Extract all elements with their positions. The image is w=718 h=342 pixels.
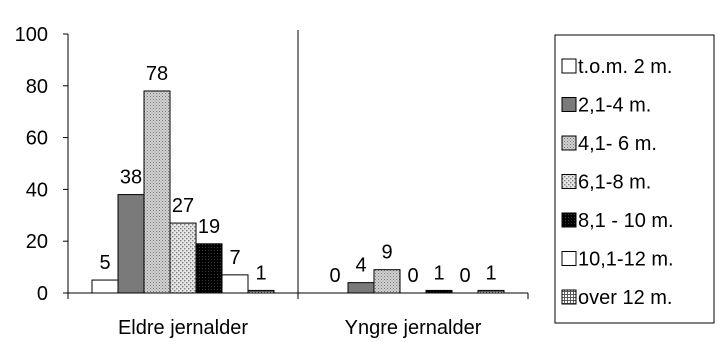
y-tick-label: 20 bbox=[26, 231, 48, 253]
legend: t.o.m. 2 m. 2,1-4 m. 4,1- 6 m. 6,1-8 m. 8,1 … bbox=[554, 34, 715, 324]
legend-swatch bbox=[561, 289, 577, 305]
data-label: 4 bbox=[355, 255, 366, 277]
bar bbox=[247, 289, 275, 294]
legend-swatch bbox=[561, 58, 577, 74]
data-label: 0 bbox=[329, 265, 340, 287]
legend-entry-label: over 12 m. bbox=[578, 287, 672, 309]
y-tick-label: 60 bbox=[26, 128, 48, 150]
bar bbox=[477, 289, 505, 294]
bar bbox=[143, 90, 171, 294]
legend-entry-label: t.o.m. 2 m. bbox=[578, 56, 672, 78]
bar bbox=[373, 269, 401, 294]
bar bbox=[195, 243, 223, 294]
legend-swatch bbox=[561, 97, 577, 112]
legend-box bbox=[554, 34, 715, 324]
data-label: 27 bbox=[172, 195, 194, 217]
x-category-label: Yngre jernalder bbox=[345, 317, 482, 339]
x-category-label: Eldre jernalder bbox=[118, 317, 248, 339]
bar bbox=[117, 194, 145, 294]
data-label: 38 bbox=[120, 167, 142, 189]
legend-swatch bbox=[561, 212, 577, 228]
bar bbox=[221, 274, 249, 294]
legend-swatch bbox=[561, 135, 577, 151]
data-label: 1 bbox=[433, 262, 444, 284]
data-label: 1 bbox=[485, 262, 496, 284]
legend-entry-label: 6,1-8 m. bbox=[578, 172, 651, 194]
data-label: 78 bbox=[146, 63, 168, 85]
data-label: 19 bbox=[198, 216, 220, 238]
legend-entry-label: 10,1-12 m. bbox=[578, 249, 674, 271]
data-label: 0 bbox=[407, 265, 418, 287]
legend-entry-label: 4,1- 6 m. bbox=[578, 133, 657, 155]
y-tick-label: 40 bbox=[26, 179, 48, 201]
y-tick-label: 0 bbox=[37, 283, 48, 305]
legend-swatch bbox=[561, 251, 577, 266]
bar bbox=[425, 289, 453, 294]
data-label: 0 bbox=[459, 265, 470, 287]
data-label: 1 bbox=[255, 262, 266, 284]
data-label: 5 bbox=[99, 252, 110, 274]
data-label: 9 bbox=[381, 242, 392, 264]
y-tick-label: 100 bbox=[15, 24, 48, 46]
y-tick-label: 80 bbox=[26, 76, 48, 98]
bar bbox=[91, 279, 119, 294]
legend-swatch bbox=[561, 174, 577, 189]
bar bbox=[347, 282, 375, 294]
bar bbox=[169, 222, 197, 294]
legend-entry-label: 8,1 - 10 m. bbox=[578, 210, 674, 232]
data-label: 7 bbox=[229, 247, 240, 269]
legend-entry-label: 2,1-4 m. bbox=[578, 95, 651, 117]
